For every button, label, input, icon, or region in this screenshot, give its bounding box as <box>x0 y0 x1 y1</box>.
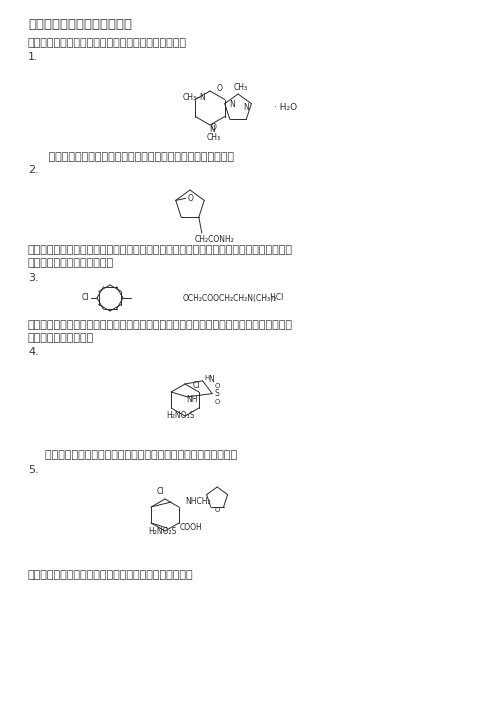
Text: NH: NH <box>186 395 198 404</box>
Text: COOH: COOH <box>179 524 202 533</box>
Text: 些中枢和周围神经症状: 些中枢和周围神经症状 <box>28 333 94 343</box>
Text: H: H <box>204 375 209 380</box>
Text: NHCH₂: NHCH₂ <box>185 498 211 507</box>
Text: O: O <box>214 399 220 404</box>
Text: O: O <box>188 194 193 203</box>
Text: Cl: Cl <box>193 381 200 390</box>
Text: 5.: 5. <box>28 465 39 475</box>
Text: O: O <box>210 124 216 132</box>
Text: 维功能减退及儿童智力下降等: 维功能减退及儿童智力下降等 <box>28 258 114 268</box>
Text: 1.: 1. <box>28 52 39 62</box>
Text: · H₂O: · H₂O <box>274 103 297 112</box>
Text: CH₃–N: CH₃–N <box>183 93 207 102</box>
Text: 盐酸甲氯芯酯：用于外伤性昱迅、新生儿缺氧、儿童遗尿症、老年性精神病、酒精中毒及某: 盐酸甲氯芯酯：用于外伤性昱迅、新生儿缺氧、儿童遗尿症、老年性精神病、酒精中毒及某 <box>28 320 293 330</box>
Text: N: N <box>209 124 215 133</box>
Text: 4.: 4. <box>28 347 39 357</box>
Text: CH₂CONH₂: CH₂CONH₂ <box>195 234 235 244</box>
Text: H₂NO₃S: H₂NO₃S <box>167 411 195 420</box>
Text: O: O <box>216 84 222 93</box>
Text: Cl: Cl <box>156 487 164 496</box>
Text: 3.: 3. <box>28 273 39 283</box>
Text: H₂NO₂S: H₂NO₂S <box>148 527 177 536</box>
Text: N: N <box>229 100 235 110</box>
Text: Cl: Cl <box>81 293 89 303</box>
Text: 屉塞米：用于治疗心固性水肿、肾性水肿、胝硬化腹水等: 屉塞米：用于治疗心固性水肿、肾性水肿、胝硬化腹水等 <box>28 570 193 580</box>
Text: 氯氯固：中等程度水肿的首选药，用于各类型水肿及高血压的治疗: 氯氯固：中等程度水肿的首选药，用于各类型水肿及高血压的治疗 <box>38 450 237 460</box>
Text: 《药物化学》形考作业（二）: 《药物化学》形考作业（二） <box>28 18 132 31</box>
Text: 和和因：用于中枢性呼吸衰揭、循环衰揭、神经衰弱和精神抑制: 和和因：用于中枢性呼吸衰揭、循环衰揭、神经衰弱和精神抑制 <box>38 152 234 162</box>
Text: 嘎拉西坦：用于老年性精神衰退症、老年性痴呆、脑动脉硬化症、脑血管意外所致记忆及思: 嘎拉西坦：用于老年性精神衰退症、老年性痴呆、脑动脉硬化症、脑血管意外所致记忆及思 <box>28 245 293 255</box>
Text: · HCl: · HCl <box>263 293 283 301</box>
Text: OCH₂COOCH₂CH₂N(CH₃)₂: OCH₂COOCH₂CH₂N(CH₃)₂ <box>183 293 277 303</box>
Text: N: N <box>209 376 214 384</box>
Text: N: N <box>244 103 249 112</box>
Text: 根据下列药物的化学结构写出其药名及其主要临床用途: 根据下列药物的化学结构写出其药名及其主要临床用途 <box>28 38 187 48</box>
Text: 2.: 2. <box>28 165 39 175</box>
Text: O: O <box>214 383 220 389</box>
Text: S: S <box>215 389 220 398</box>
Text: CH₃: CH₃ <box>234 83 248 91</box>
Text: CH₃: CH₃ <box>207 133 221 143</box>
Text: O: O <box>214 507 220 513</box>
